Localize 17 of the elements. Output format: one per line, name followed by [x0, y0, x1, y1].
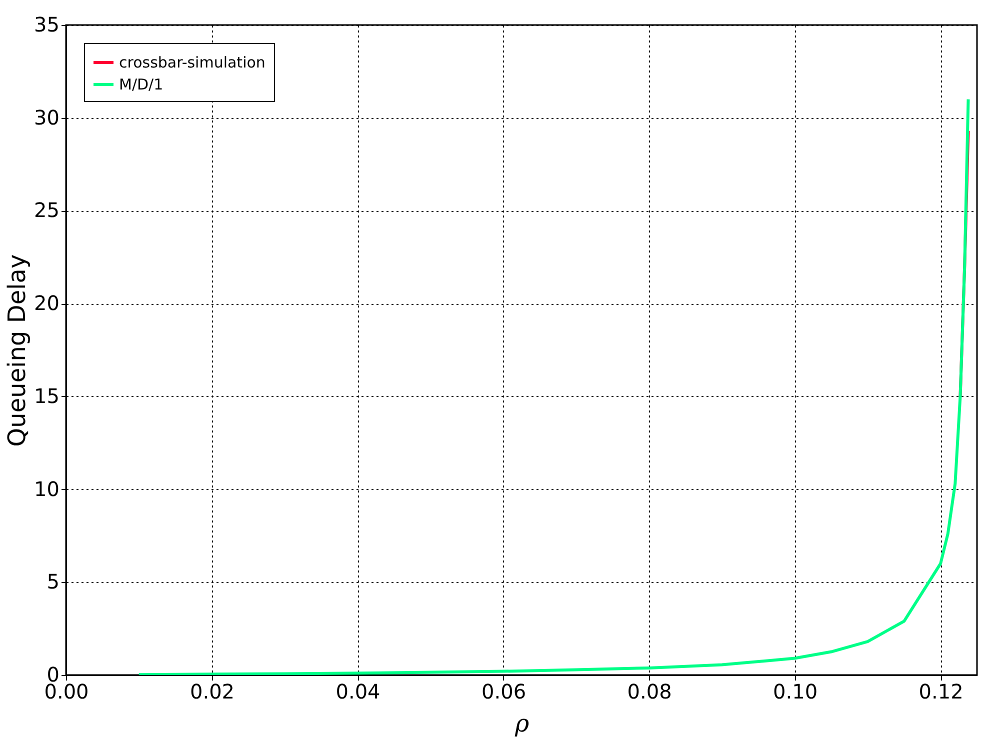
- y-tick-label: 35: [34, 12, 60, 36]
- x-tick-label: 0.08: [627, 680, 672, 704]
- y-tick-label: 20: [34, 291, 60, 316]
- y-tick-label: 15: [34, 384, 60, 408]
- legend-label: M/D/1: [119, 76, 164, 94]
- x-tick-label: 0.02: [190, 680, 235, 704]
- x-tick-label: 0.06: [482, 680, 526, 704]
- y-tick-label: 30: [34, 105, 60, 130]
- legend-label: crossbar-simulation: [119, 54, 266, 72]
- y-tick-label: 10: [34, 476, 60, 501]
- x-tick-label: 0.12: [918, 680, 964, 704]
- y-tick-label: 5: [46, 570, 60, 594]
- x-tick-label: 0.04: [336, 680, 380, 704]
- x-tick-label: 0.10: [773, 680, 818, 704]
- y-tick-label: 25: [34, 198, 60, 222]
- x-axis-title: ρ: [514, 710, 530, 738]
- y-axis-title: Queueing Delay: [3, 254, 32, 447]
